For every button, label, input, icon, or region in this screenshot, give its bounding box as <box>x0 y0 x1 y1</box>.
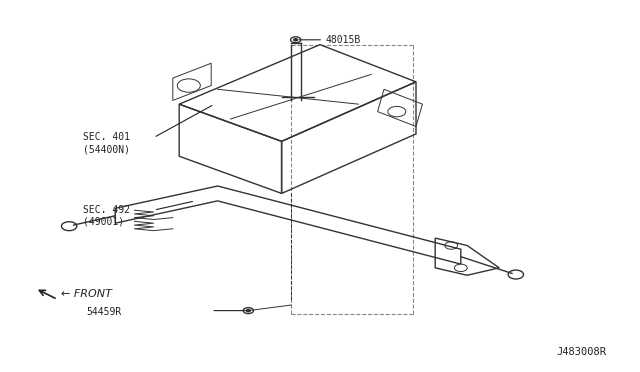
Circle shape <box>294 39 298 41</box>
Text: J483008R: J483008R <box>557 347 607 357</box>
Text: ← FRONT: ← FRONT <box>61 289 111 299</box>
Text: 54459R: 54459R <box>86 308 122 317</box>
Text: SEC. 492
(49001): SEC. 492 (49001) <box>83 205 130 227</box>
Text: 48015B: 48015B <box>325 35 360 45</box>
Text: SEC. 401
(54400N): SEC. 401 (54400N) <box>83 132 130 154</box>
Circle shape <box>246 310 250 312</box>
